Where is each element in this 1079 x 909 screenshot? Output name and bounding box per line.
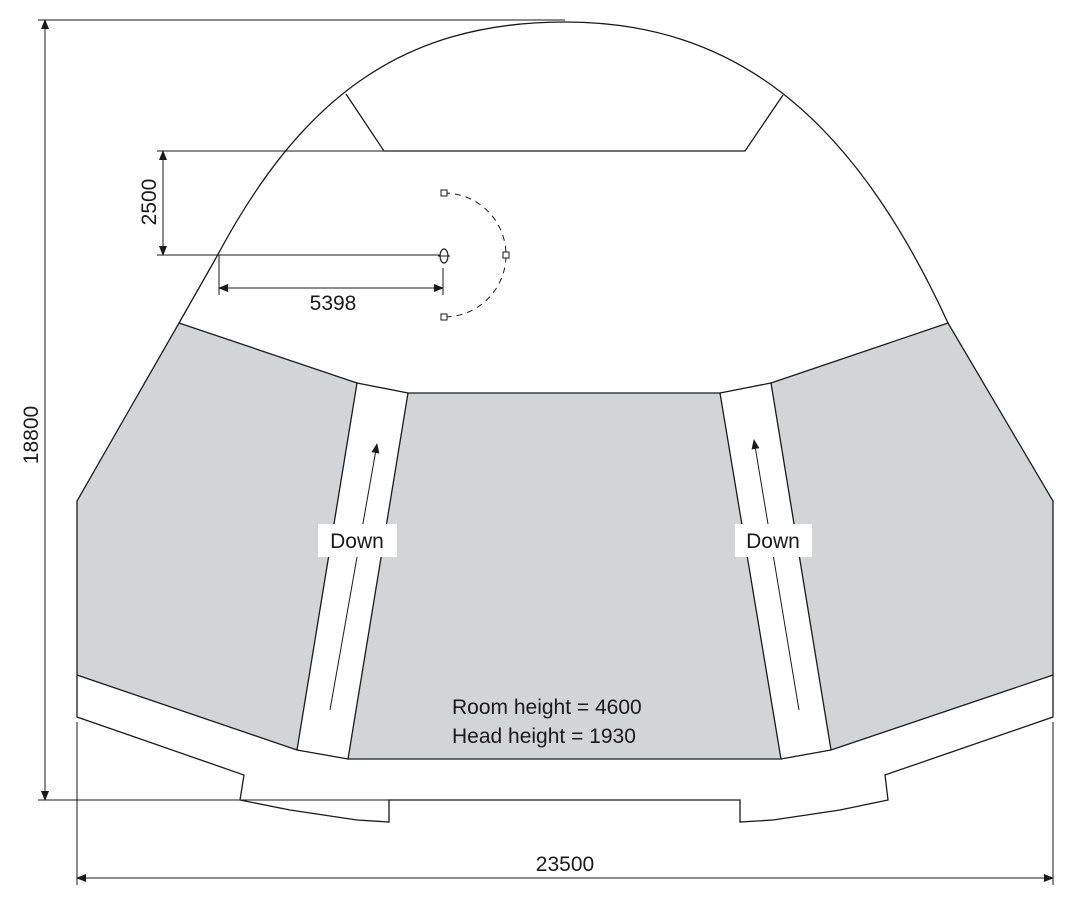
dome-outline <box>178 21 949 324</box>
aisle-left-label-bg <box>318 524 397 557</box>
room-height-note: Room height = 4600 <box>452 696 642 719</box>
lower-outline-left <box>76 675 358 821</box>
aisle-right-arrow <box>751 439 800 711</box>
aisle-left-edge <box>356 382 409 394</box>
aisle-right-bottom <box>780 749 832 760</box>
vertical-offset-label: 2500 <box>138 179 161 226</box>
projection-arc <box>443 192 507 318</box>
front-wall-center <box>356 799 774 823</box>
overall-width-label: 23500 <box>536 853 594 876</box>
aisle-right-edge <box>719 382 772 394</box>
head-height-note: Head height = 1930 <box>452 725 636 748</box>
stage-opening <box>345 93 784 152</box>
arc-marker-top <box>440 189 448 197</box>
arc-marker-bottom <box>440 313 448 321</box>
overall-height-label: 18800 <box>20 406 43 464</box>
horizontal-offset-label: 5398 <box>310 292 357 315</box>
seating-block-right <box>770 322 1054 751</box>
aisle-left-arrow <box>329 443 380 711</box>
lower-outline-right <box>772 675 1054 821</box>
aisle-left-label: Down <box>330 530 384 553</box>
aisle-right-label: Down <box>746 530 800 553</box>
aisle-right-label-bg <box>735 524 812 557</box>
arc-marker-mid <box>502 251 510 259</box>
seating-block-left <box>76 322 358 751</box>
aisle-left-bottom <box>296 749 349 760</box>
